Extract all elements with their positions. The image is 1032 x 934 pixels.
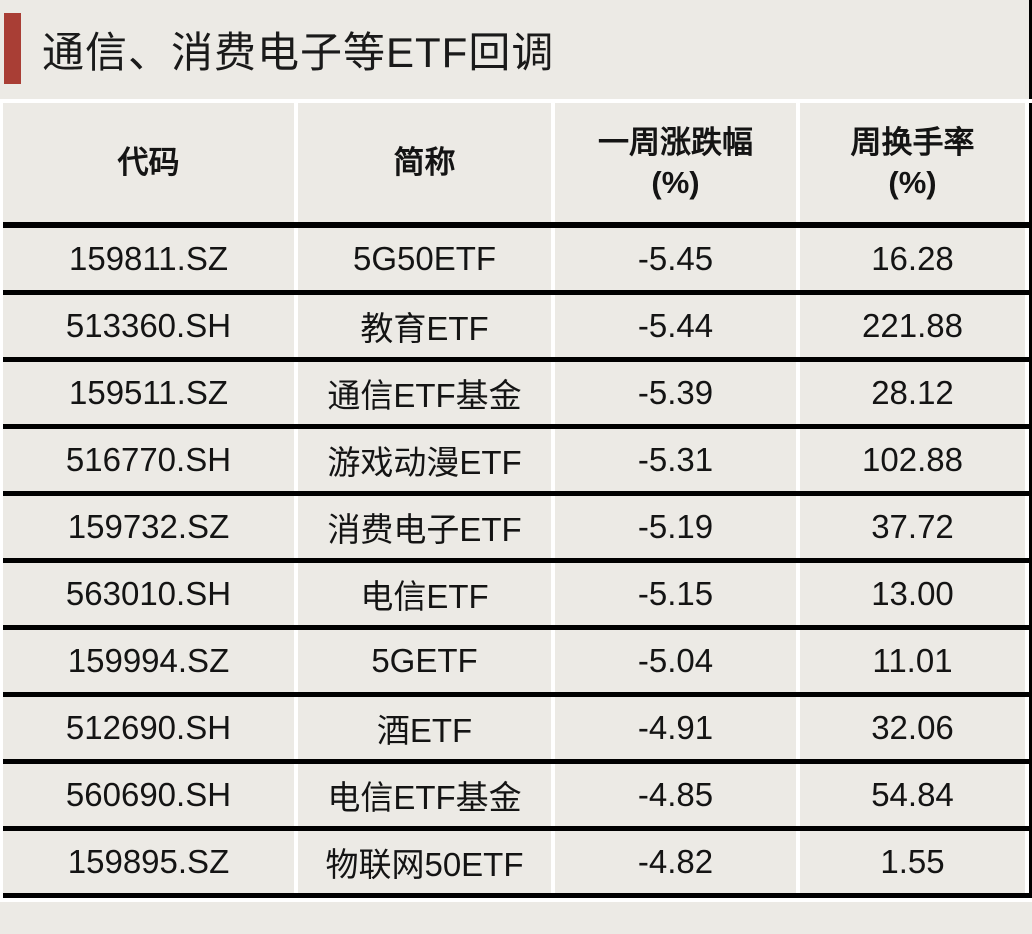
cell-weekly-turnover: 11.01	[800, 630, 1025, 692]
header-code: 代码	[3, 103, 294, 222]
cell-code: 512690.SH	[3, 697, 294, 759]
cell-weekly-turnover: 28.12	[800, 362, 1025, 424]
cell-weekly-change: -4.91	[555, 697, 796, 759]
cell-name: 通信ETF基金	[298, 362, 551, 424]
cell-weekly-turnover: 54.84	[800, 764, 1025, 826]
cell-weekly-turnover: 13.00	[800, 563, 1025, 625]
cell-code: 159994.SZ	[3, 630, 294, 692]
table-row: 159811.SZ 5G50ETF -5.45 16.28	[3, 228, 1029, 295]
cell-weekly-turnover: 32.06	[800, 697, 1025, 759]
cell-name: 教育ETF	[298, 295, 551, 357]
table-row: 159732.SZ 消费电子ETF -5.19 37.72	[3, 496, 1029, 563]
cell-code: 516770.SH	[3, 429, 294, 491]
cell-name: 游戏动漫ETF	[298, 429, 551, 491]
cell-name: 5GETF	[298, 630, 551, 692]
cell-name: 酒ETF	[298, 697, 551, 759]
table-row: 159511.SZ 通信ETF基金 -5.39 28.12	[3, 362, 1029, 429]
cell-weekly-change: -5.44	[555, 295, 796, 357]
cell-code: 563010.SH	[3, 563, 294, 625]
cell-weekly-turnover: 221.88	[800, 295, 1025, 357]
cell-code: 513360.SH	[3, 295, 294, 357]
header-weekly-turnover-unit: (%)	[888, 164, 937, 200]
cell-code: 159511.SZ	[3, 362, 294, 424]
page-title: 通信、消费电子等ETF回调	[42, 29, 555, 76]
table-row: 563010.SH 电信ETF -5.15 13.00	[3, 563, 1029, 630]
title-accent-bar	[4, 13, 21, 84]
cell-weekly-turnover: 1.55	[800, 831, 1025, 893]
cell-name: 电信ETF	[298, 563, 551, 625]
cell-weekly-change: -5.04	[555, 630, 796, 692]
header-name: 简称	[298, 103, 551, 222]
header-weekly-turnover: 周换手率 (%)	[800, 103, 1025, 222]
cell-name: 5G50ETF	[298, 228, 551, 290]
cell-weekly-change: -5.15	[555, 563, 796, 625]
cell-code: 159895.SZ	[3, 831, 294, 893]
header-weekly-change-label: 一周涨跌幅	[598, 124, 753, 160]
cell-weekly-turnover: 37.72	[800, 496, 1025, 558]
cell-weekly-change: -5.39	[555, 362, 796, 424]
etf-table: 代码 简称 一周涨跌幅 (%) 周换手率 (%) 159811.SZ 5G50E…	[3, 103, 1032, 898]
cell-weekly-change: -5.19	[555, 496, 796, 558]
cell-weekly-change: -5.31	[555, 429, 796, 491]
table-row: 513360.SH 教育ETF -5.44 221.88	[3, 295, 1029, 362]
cell-name: 电信ETF基金	[298, 764, 551, 826]
header-name-label: 简称	[393, 144, 456, 180]
header-code-label: 代码	[117, 144, 180, 180]
table-row: 512690.SH 酒ETF -4.91 32.06	[3, 697, 1029, 764]
table-row: 159895.SZ 物联网50ETF -4.82 1.55	[3, 831, 1029, 898]
cell-weekly-turnover: 16.28	[800, 228, 1025, 290]
header-weekly-turnover-label: 周换手率	[850, 124, 975, 160]
header-weekly-change-unit: (%)	[651, 164, 700, 200]
cell-weekly-turnover: 102.88	[800, 429, 1025, 491]
title-block: 通信、消费电子等ETF回调	[0, 0, 1032, 99]
table-row: 516770.SH 游戏动漫ETF -5.31 102.88	[3, 429, 1029, 496]
cell-weekly-change: -4.85	[555, 764, 796, 826]
cell-name: 消费电子ETF	[298, 496, 551, 558]
cell-weekly-change: -4.82	[555, 831, 796, 893]
cell-code: 159811.SZ	[3, 228, 294, 290]
table-row: 159994.SZ 5GETF -5.04 11.01	[3, 630, 1029, 697]
cell-code: 159732.SZ	[3, 496, 294, 558]
cell-name: 物联网50ETF	[298, 831, 551, 893]
table-row: 560690.SH 电信ETF基金 -4.85 54.84	[3, 764, 1029, 831]
header-weekly-change: 一周涨跌幅 (%)	[555, 103, 796, 222]
cell-weekly-change: -5.45	[555, 228, 796, 290]
cell-code: 560690.SH	[3, 764, 294, 826]
table-header-row: 代码 简称 一周涨跌幅 (%) 周换手率 (%)	[3, 103, 1029, 228]
cropped-next-section-strip	[0, 902, 1032, 934]
